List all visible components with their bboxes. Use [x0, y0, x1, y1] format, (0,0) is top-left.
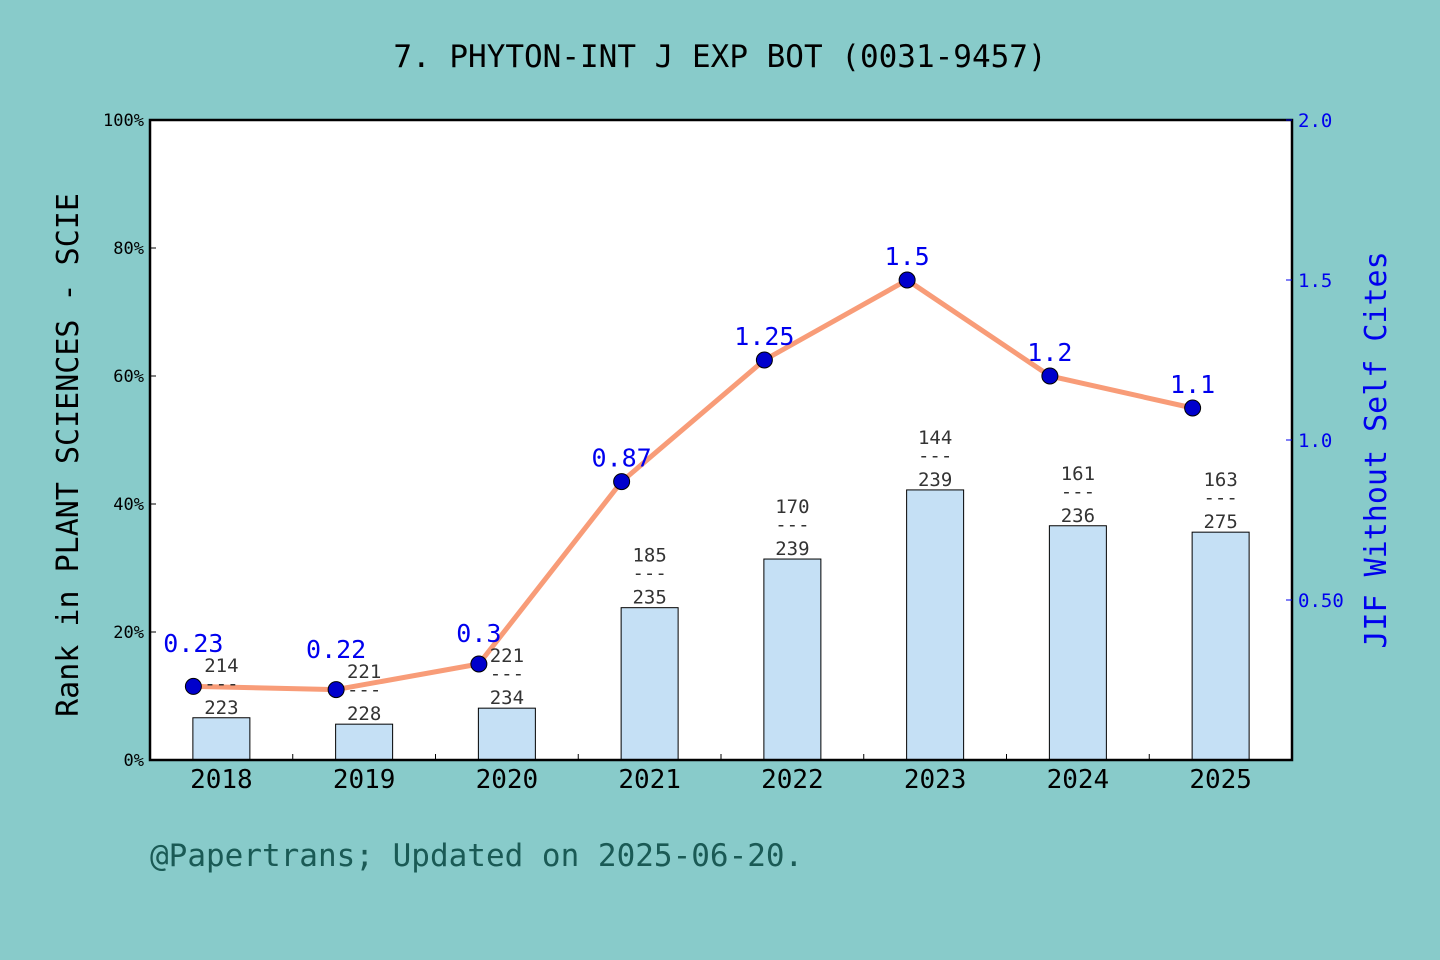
- bar: [192, 717, 251, 761]
- bar-divider: ---: [918, 445, 952, 467]
- y-axis-label: Rank in PLANT SCIENCES - SCIE: [51, 193, 86, 717]
- bar-total-label: 223: [204, 697, 238, 719]
- y-tick-label: 40%: [113, 495, 144, 515]
- bar-rank-label: 214: [204, 655, 238, 677]
- jif-point: [184, 677, 202, 695]
- jif-point: [613, 473, 631, 491]
- x-tick-label: 2022: [761, 765, 824, 795]
- bar-total-label: 235: [632, 587, 666, 609]
- footer-credit: @Papertrans; Updated on 2025-06-20.: [150, 838, 803, 874]
- bar-total-label: 234: [490, 687, 524, 709]
- y2-tick-label: 2.0: [1298, 110, 1332, 132]
- bar-rank-label: 170: [775, 496, 809, 518]
- x-tick-label: 2020: [476, 765, 539, 795]
- jif-value-label: 0.22: [306, 635, 366, 664]
- bar: [1191, 531, 1250, 761]
- bar-divider: ---: [347, 679, 381, 701]
- bar: [1048, 525, 1107, 761]
- bar-rank-label: 144: [918, 427, 952, 449]
- bar-total-label: 228: [347, 703, 381, 725]
- jif-point: [898, 271, 916, 289]
- bar: [477, 707, 536, 761]
- y2-axis-label: JIF Without Self Cites: [1359, 251, 1394, 648]
- bar: [906, 489, 965, 761]
- bar: [763, 558, 822, 761]
- bar-rank-label: 163: [1203, 469, 1237, 491]
- jif-point: [470, 655, 488, 673]
- jif-value-label: 0.87: [592, 444, 652, 473]
- bar-total-label: 275: [1203, 511, 1237, 533]
- jif-point: [1041, 367, 1059, 385]
- jif-value-label: 0.3: [456, 619, 501, 648]
- y-tick-label: 100%: [103, 111, 144, 131]
- jif-point: [1184, 399, 1202, 417]
- y-tick-label: 20%: [113, 623, 144, 643]
- bar-divider: ---: [632, 563, 666, 585]
- bar-divider: ---: [1061, 481, 1095, 503]
- x-tick-label: 2025: [1189, 765, 1252, 795]
- bar-divider: ---: [775, 514, 809, 536]
- bar-rank-label: 221: [490, 645, 524, 667]
- y-tick-label: 80%: [113, 239, 144, 259]
- jif-point: [755, 351, 773, 369]
- jif-value-label: 0.23: [163, 629, 223, 658]
- bar-divider: ---: [1203, 487, 1237, 509]
- x-tick-label: 2024: [1047, 765, 1110, 795]
- jif-value-label: 1.5: [885, 242, 930, 271]
- bar: [620, 607, 679, 761]
- bar-rank-label: 161: [1061, 463, 1095, 485]
- bar-total-label: 239: [918, 469, 952, 491]
- jif-value-label: 1.25: [734, 322, 794, 351]
- y2-tick-label: 1.0: [1298, 430, 1332, 452]
- y-tick-label: 60%: [113, 367, 144, 387]
- bar-total-label: 239: [775, 538, 809, 560]
- jif-line: [193, 277, 1194, 693]
- jif-point: [327, 681, 345, 699]
- x-tick-label: 2023: [904, 765, 967, 795]
- bar: [335, 723, 394, 761]
- bar-divider: ---: [490, 663, 524, 685]
- bar-divider: ---: [204, 673, 238, 695]
- y2-tick-label: 0.50: [1298, 590, 1344, 612]
- y-tick-label: 0%: [124, 751, 144, 771]
- jif-value-label: 1.1: [1170, 370, 1215, 399]
- bar-rank-label: 221: [347, 661, 381, 683]
- x-tick-label: 2018: [190, 765, 253, 795]
- y2-tick-label: 1.5: [1298, 270, 1332, 292]
- chart-title: 7. PHYTON-INT J EXP BOT (0031-9457): [393, 39, 1046, 75]
- x-tick-label: 2019: [333, 765, 396, 795]
- jif-value-label: 1.2: [1027, 338, 1072, 367]
- x-tick-label: 2021: [618, 765, 681, 795]
- bar-rank-label: 185: [632, 545, 666, 567]
- bar-total-label: 236: [1061, 505, 1095, 527]
